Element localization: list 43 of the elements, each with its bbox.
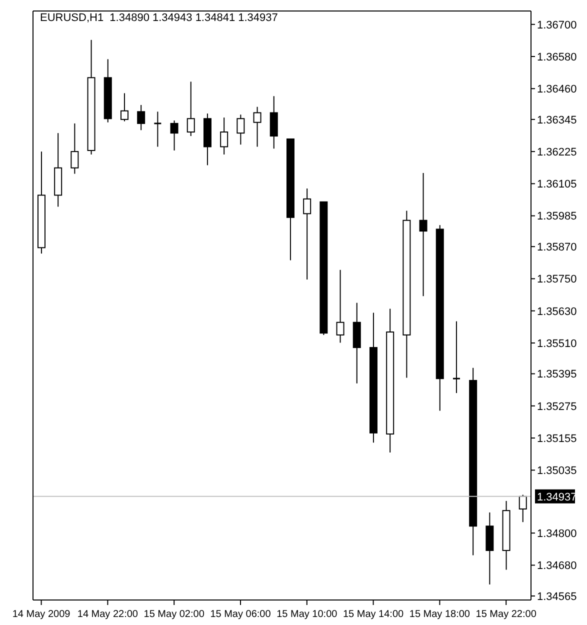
y-tick-label: 1.34800 bbox=[537, 528, 577, 540]
candlestick bbox=[236, 114, 245, 146]
ref-line-label: 1.34937 bbox=[537, 491, 577, 504]
candlestick bbox=[220, 117, 228, 155]
candlestick bbox=[518, 494, 527, 523]
y-tick-label: 1.36225 bbox=[537, 146, 577, 158]
candlestick bbox=[270, 96, 278, 150]
candlestick bbox=[303, 188, 312, 280]
y-tick-label: 1.35395 bbox=[537, 368, 577, 381]
x-tick-label: 15 May 06:00 bbox=[210, 609, 272, 620]
x-tick-label: 15 May 18:00 bbox=[409, 609, 470, 620]
x-tick-label: 14 May 2009 bbox=[12, 609, 71, 620]
y-tick-label: 1.35510 bbox=[537, 338, 577, 350]
x-tick-label: 14 May 22:00 bbox=[77, 609, 138, 620]
x-tick-label: 15 May 14:00 bbox=[342, 609, 404, 620]
x-tick-label: 15 May 02:00 bbox=[144, 609, 205, 620]
candlestick bbox=[70, 122, 79, 174]
candlestick bbox=[170, 120, 178, 151]
y-tick-label: 1.36345 bbox=[537, 114, 577, 126]
y-tick-label: 1.35275 bbox=[537, 400, 577, 413]
y-tick-label: 1.36460 bbox=[537, 84, 577, 96]
y-tick-label: 1.35985 bbox=[537, 210, 577, 223]
chart-title: EURUSD,H1 1.34890 1.34943 1.34841 1.34937 bbox=[40, 12, 278, 24]
candlestick bbox=[419, 172, 428, 297]
y-tick-label: 1.35155 bbox=[537, 432, 577, 445]
candlestick bbox=[253, 106, 262, 148]
candlestick bbox=[137, 104, 146, 131]
x-tick-label: 15 May 22:00 bbox=[476, 609, 537, 620]
y-tick-label: 1.36580 bbox=[537, 51, 577, 64]
y-tick-label: 1.36700 bbox=[537, 19, 577, 32]
y-tick-label: 1.36105 bbox=[537, 178, 577, 191]
y-tick-label: 1.35870 bbox=[537, 242, 577, 254]
x-tick-label: 15 May 10:00 bbox=[276, 609, 338, 620]
candlestick bbox=[452, 320, 461, 394]
y-tick-label: 1.35035 bbox=[537, 465, 577, 478]
candlestick bbox=[186, 81, 195, 137]
y-tick-label: 1.34680 bbox=[537, 560, 577, 572]
y-tick-label: 1.35630 bbox=[537, 306, 577, 318]
candlestick bbox=[336, 269, 344, 344]
y-tick-label: 1.34565 bbox=[537, 590, 577, 603]
candlestick bbox=[120, 92, 128, 122]
candlestick bbox=[153, 111, 162, 148]
y-tick-label: 1.35750 bbox=[537, 274, 577, 286]
